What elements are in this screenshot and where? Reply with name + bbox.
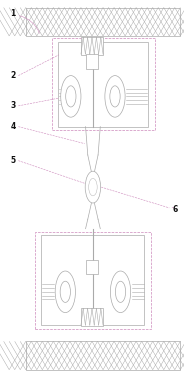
Text: 5: 5: [10, 156, 15, 165]
Circle shape: [85, 171, 101, 203]
Circle shape: [55, 271, 75, 313]
Bar: [81, 308, 103, 326]
Bar: [58, 42, 148, 127]
Bar: [26, 341, 180, 370]
Bar: [41, 235, 144, 325]
Circle shape: [110, 271, 131, 313]
Bar: [86, 260, 98, 274]
Bar: [35, 232, 151, 329]
Circle shape: [105, 76, 125, 117]
Circle shape: [115, 281, 126, 302]
Text: 3: 3: [10, 101, 15, 110]
Circle shape: [60, 281, 70, 302]
Text: 6: 6: [172, 205, 177, 214]
Text: 4: 4: [10, 122, 15, 131]
Bar: [26, 8, 180, 36]
Text: 2: 2: [10, 71, 15, 80]
Circle shape: [110, 86, 120, 107]
Bar: [86, 54, 98, 69]
Text: 1: 1: [10, 9, 15, 19]
Bar: [81, 37, 103, 55]
Circle shape: [66, 86, 76, 107]
Bar: [52, 38, 155, 130]
Circle shape: [61, 76, 81, 117]
